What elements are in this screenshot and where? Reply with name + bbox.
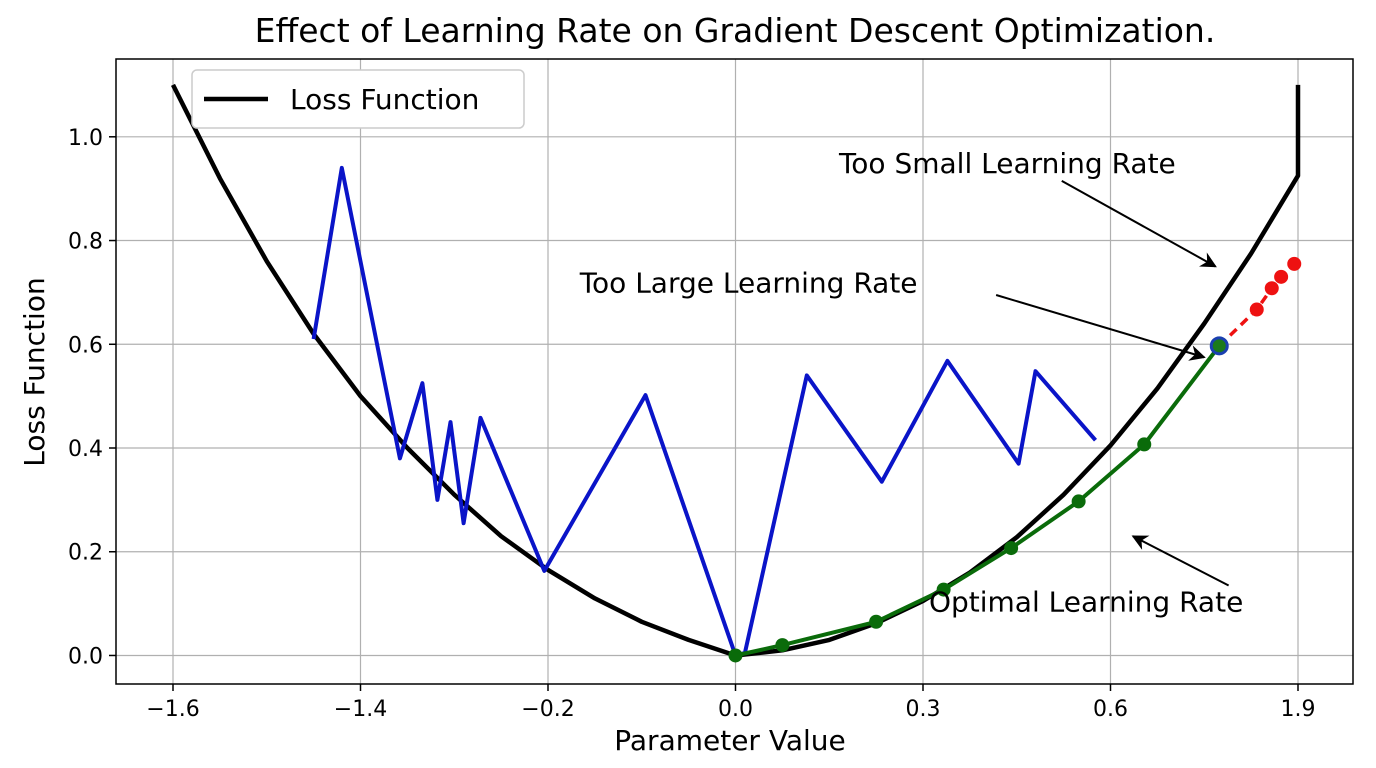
- series-line-loss: [170, 83, 1301, 658]
- x-tick-label: 0.3: [906, 697, 941, 722]
- y-tick-label: 0.8: [68, 230, 103, 255]
- x-tick-label: 0.0: [718, 697, 753, 722]
- plot-frame: [115, 58, 1354, 685]
- legend-label-loss: Loss Function: [290, 83, 479, 116]
- x-tick-label: −1.6: [146, 697, 199, 722]
- annotation-label-optimal: Optimal Learning Rate: [929, 585, 1243, 618]
- series: [170, 83, 1302, 663]
- y-tick-label: 1.0: [68, 126, 103, 151]
- annotation-arrow-large: [995, 294, 1206, 361]
- x-tick-label: 0.6: [1093, 697, 1128, 722]
- annotation-label-small: Too Small Learning Rate: [838, 147, 1176, 180]
- data-point-optimal: [1004, 541, 1019, 556]
- data-point-optimal: [869, 614, 884, 629]
- y-axis: 0.0 0.2 0.4 0.6 0.8 1.0: [68, 126, 116, 669]
- legend-box: [191, 69, 525, 129]
- data-point-too-small: [1264, 281, 1279, 296]
- data-point-optimal: [728, 648, 743, 663]
- annotation-arrow-optimal: [1131, 535, 1230, 587]
- y-tick-label: 0.0: [68, 644, 103, 669]
- data-point-too-small: [1274, 269, 1289, 284]
- annotation-arrow-small: [1061, 180, 1217, 268]
- data-point-optimal: [936, 582, 951, 597]
- y-axis-label: Loss Function: [18, 277, 51, 466]
- x-tick-label: −1.4: [334, 697, 387, 722]
- annotations: Too Small Learning Rate Too Large Learnin…: [579, 147, 1244, 618]
- y-tick-label: 0.4: [68, 437, 103, 462]
- y-tick-label: 0.2: [68, 541, 103, 566]
- series-line-optimal: [735, 344, 1221, 658]
- data-point-too-small: [1249, 302, 1264, 317]
- series-line-too-large: [311, 165, 1098, 658]
- chart-title: Effect of Learning Rate on Gradient Desc…: [255, 11, 1216, 50]
- x-axis-label: Parameter Value: [614, 724, 845, 757]
- data-point-optimal: [1071, 494, 1086, 509]
- data-point-optimal: [775, 638, 790, 653]
- annotation-label-large: Too Large Learning Rate: [579, 266, 918, 299]
- x-tick-label: −0.2: [521, 697, 574, 722]
- x-axis: −1.6 −1.4 −0.2 0.0 0.3 0.6 1.9: [146, 684, 1316, 722]
- data-point-optimal: [1137, 437, 1152, 452]
- legend: Loss Function: [191, 69, 525, 129]
- start-point: [1209, 336, 1229, 356]
- data-point-too-small: [1287, 256, 1302, 271]
- y-tick-label: 0.6: [68, 333, 103, 358]
- x-tick-label: 1.9: [1281, 697, 1316, 722]
